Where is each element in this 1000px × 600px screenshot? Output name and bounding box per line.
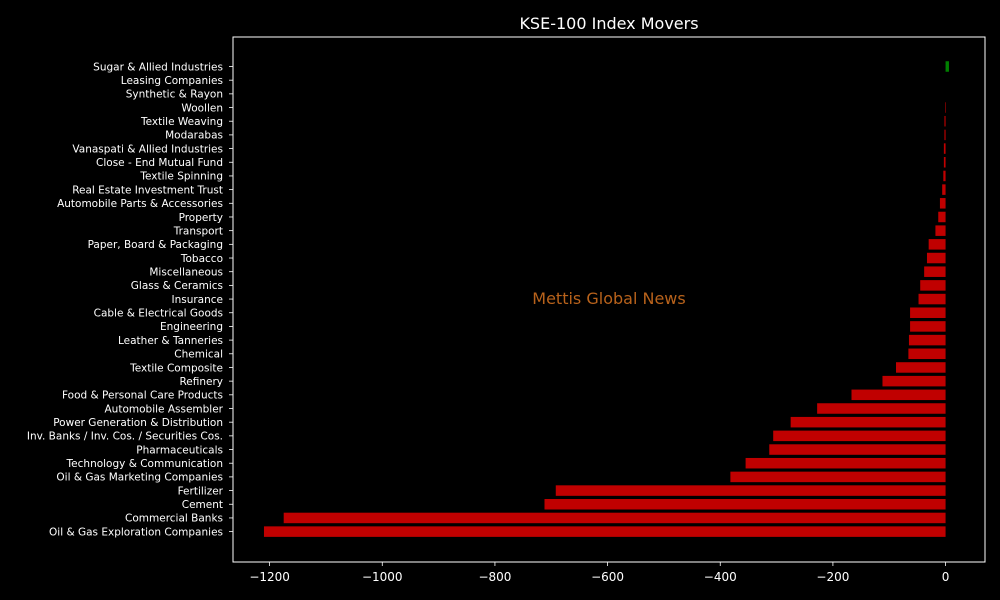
category-label: Commercial Banks: [125, 513, 223, 525]
bars-group: [263, 61, 949, 537]
category-label: Close - End Mutual Fund: [96, 157, 223, 169]
category-label: Property: [179, 212, 223, 224]
category-label: Textile Weaving: [140, 116, 223, 128]
bar-6: [943, 143, 946, 154]
category-label: Technology & Communication: [66, 458, 223, 470]
bar-19: [910, 321, 946, 332]
bar-31: [555, 485, 946, 496]
bar-11: [938, 211, 946, 223]
plot-area-frame: [232, 36, 986, 563]
chart-title: KSE-100 Index Movers: [519, 14, 698, 33]
bar-3: [945, 102, 946, 113]
category-label: Modarabas: [165, 130, 223, 142]
category-label: Textile Composite: [129, 362, 223, 374]
bar-9: [942, 184, 946, 195]
x-tick-label: −400: [704, 570, 737, 584]
category-label: Chemical: [174, 349, 223, 361]
bar-10: [939, 198, 946, 209]
category-label: Synthetic & Rayon: [126, 89, 223, 101]
x-tick-label: −1200: [249, 570, 290, 584]
category-label: Power Generation & Distribution: [53, 417, 223, 429]
category-label: Glass & Ceramics: [131, 280, 223, 292]
category-label: Tobacco: [180, 253, 223, 265]
bar-28: [769, 444, 946, 455]
bar-17: [918, 293, 946, 305]
watermark-text: Mettis Global News: [532, 289, 685, 308]
bar-14: [926, 252, 946, 264]
bar-4: [944, 115, 946, 127]
category-label: Cable & Electrical Goods: [94, 308, 223, 320]
bar-29: [745, 457, 946, 469]
x-tick-label: −800: [478, 570, 511, 584]
bar-5: [944, 129, 946, 141]
x-tick-label: −1000: [362, 570, 403, 584]
category-label: Cement: [182, 499, 223, 511]
category-label: Pharmaceuticals: [136, 444, 223, 456]
bar-8: [943, 170, 946, 182]
category-label: Textile Spinning: [139, 171, 223, 183]
bar-20: [908, 334, 946, 346]
bar-23: [882, 375, 946, 387]
x-tick-label: −600: [591, 570, 624, 584]
x-tick-label: 0: [942, 570, 950, 584]
bar-32: [544, 499, 946, 510]
category-label: Leasing Companies: [121, 75, 223, 87]
category-label: Oil & Gas Marketing Companies: [56, 472, 223, 484]
category-label: Transport: [173, 225, 223, 237]
bar-34: [263, 526, 946, 537]
category-label: Food & Personal Care Products: [62, 390, 223, 402]
category-label: Woollen: [181, 102, 223, 114]
category-labels-group: Sugar & Allied Industries Leasing Compani…: [27, 61, 233, 538]
bar-7: [943, 157, 946, 168]
bar-24: [851, 389, 946, 401]
bar-26: [790, 416, 946, 428]
category-label: Miscellaneous: [149, 267, 223, 279]
bar-21: [908, 348, 946, 360]
category-label: Paper, Board & Packaging: [88, 239, 223, 251]
category-label: Engineering: [160, 321, 223, 333]
x-tick-label: −200: [816, 570, 849, 584]
category-label: Leather & Tanneries: [118, 335, 223, 347]
category-label: Real Estate Investment Trust: [72, 184, 223, 196]
bar-27: [773, 430, 946, 442]
category-label: Automobile Assembler: [105, 403, 224, 415]
category-label: Refinery: [179, 376, 223, 388]
category-label: Insurance: [171, 294, 223, 306]
bar-13: [928, 239, 946, 250]
bar-30: [730, 471, 946, 483]
category-label: Sugar & Allied Industries: [93, 61, 223, 73]
bar-18: [910, 307, 946, 318]
bar-16: [920, 280, 946, 291]
bar-25: [817, 403, 946, 414]
bar-33: [283, 512, 946, 524]
x-axis-ticks-group: −1200 −1000 −800 −600 −400 −200 0: [249, 562, 949, 584]
bar-12: [935, 225, 946, 236]
category-label: Vanaspati & Allied Industries: [72, 143, 223, 155]
category-label: Automobile Parts & Accessories: [57, 198, 223, 210]
category-label: Inv. Banks / Inv. Cos. / Securities Cos.: [27, 431, 223, 443]
bar-0: [945, 61, 949, 72]
category-label: Oil & Gas Exploration Companies: [49, 526, 223, 538]
bar-22: [896, 362, 946, 373]
bar-15: [924, 266, 946, 277]
category-label: Fertilizer: [178, 485, 224, 497]
